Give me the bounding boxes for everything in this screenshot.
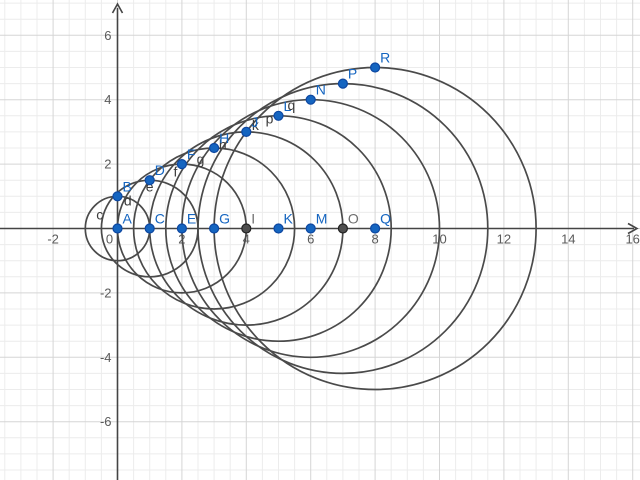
point-H[interactable] (209, 142, 220, 154)
point-label-H: H (219, 130, 229, 146)
point-J[interactable] (241, 126, 252, 137)
circle-label-e: e (146, 179, 154, 195)
point-label-J: J (251, 114, 258, 130)
point-label-E: E (187, 211, 196, 227)
point-labels: A B C D E F G H I J K L M N O P Q R (123, 50, 392, 227)
circle-labels: c de f gh k pq (96, 97, 295, 222)
point-R[interactable] (370, 62, 381, 73)
circle-label-c: c (96, 207, 103, 223)
points (112, 62, 381, 234)
point-E[interactable] (176, 223, 187, 234)
point-label-I: I (251, 211, 255, 227)
point-M[interactable] (305, 223, 316, 234)
point-label-N: N (316, 82, 326, 98)
circle-label-d: d (124, 192, 132, 208)
point-label-O: O (348, 211, 359, 227)
point-label-K: K (284, 211, 294, 227)
point-label-R: R (380, 50, 390, 66)
x-tick-label: 14 (561, 232, 575, 247)
point-I[interactable] (241, 223, 252, 234)
point-K[interactable] (273, 223, 284, 234)
point-label-M: M (316, 211, 328, 227)
x-tick-label: 12 (497, 232, 511, 247)
circle-label-p: p (266, 111, 274, 127)
point-P[interactable] (337, 78, 348, 89)
point-B[interactable] (112, 191, 123, 202)
x-tick-label: 16 (625, 232, 639, 247)
y-tick-label: 2 (104, 157, 111, 172)
point-Q[interactable] (370, 223, 381, 234)
point-label-B: B (123, 178, 132, 194)
x-tick-label: -2 (47, 232, 59, 247)
point-label-L: L (284, 98, 292, 114)
circle-label-k: k (252, 117, 260, 133)
y-tick-label: 6 (104, 28, 111, 43)
point-label-C: C (155, 211, 165, 227)
point-label-A: A (123, 211, 133, 227)
y-tick-label: -4 (100, 350, 112, 365)
point-label-D: D (155, 162, 165, 178)
circle-label-h: h (219, 136, 227, 152)
point-label-F: F (187, 146, 196, 162)
x-axis-arrow-icon (627, 222, 639, 235)
circle-label-f: f (174, 163, 178, 179)
point-C[interactable] (144, 223, 155, 234)
x-tick-label: 0 (106, 232, 113, 247)
point-A[interactable] (112, 223, 123, 234)
y-axis-arrow-icon (111, 2, 124, 14)
point-G[interactable] (209, 223, 220, 234)
x-tick-label: 4 (243, 232, 250, 247)
circle-label-g: g (197, 151, 205, 167)
point-label-G: G (219, 211, 230, 227)
y-tick-label: -2 (100, 285, 112, 300)
point-O[interactable] (337, 223, 348, 234)
point-label-Q: Q (380, 211, 391, 227)
circle-label-q: q (287, 97, 295, 113)
y-tick-label: 4 (104, 92, 111, 107)
x-tick-label: 6 (307, 232, 314, 247)
point-L[interactable] (273, 110, 284, 121)
y-tick-label: -6 (100, 414, 112, 429)
point-label-P: P (348, 66, 357, 82)
point-N[interactable] (305, 94, 316, 105)
point-D[interactable] (144, 175, 155, 186)
point-F[interactable] (176, 159, 187, 170)
x-tick-label: 8 (371, 232, 378, 247)
